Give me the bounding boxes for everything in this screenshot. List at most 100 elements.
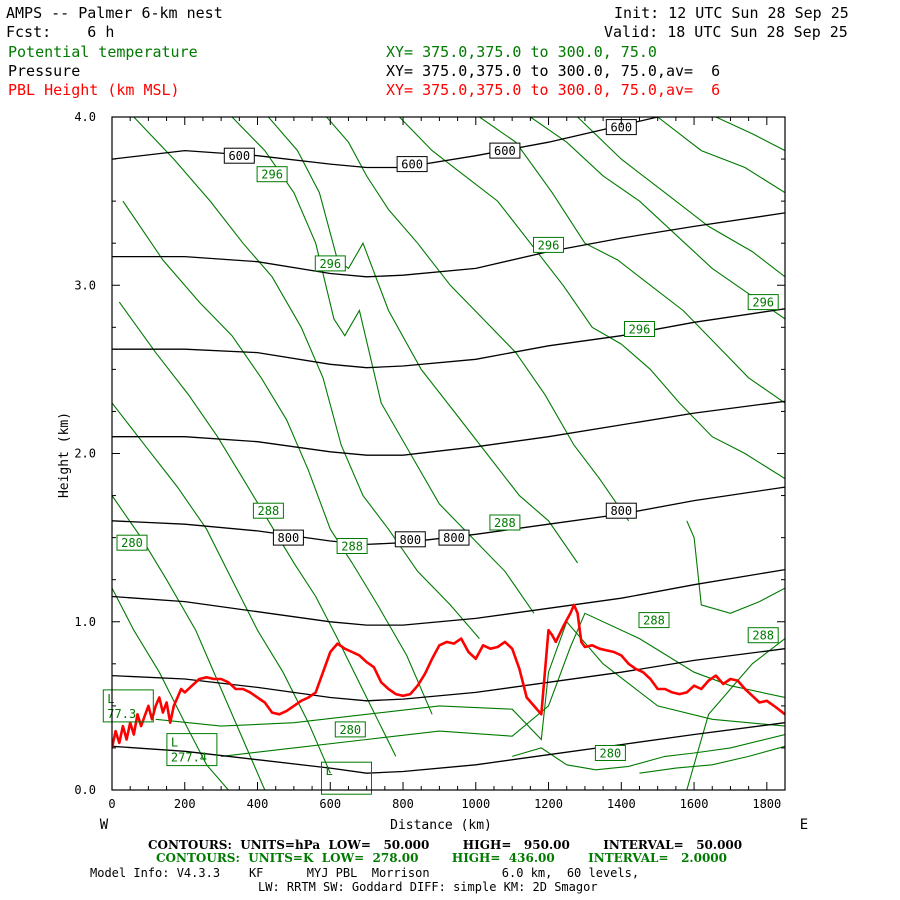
field-pbl-xy: XY= 375.0,375.0 to 300.0, 75.0,av= 6 bbox=[386, 81, 721, 99]
pbl-height-series bbox=[112, 603, 785, 749]
pressure-contour-650 bbox=[112, 212, 785, 278]
svg-text:600: 600 bbox=[401, 158, 423, 172]
theta-contour-3 bbox=[118, 301, 397, 757]
svg-text:288: 288 bbox=[643, 614, 665, 628]
theta-label-10: 280 bbox=[116, 534, 148, 551]
chart-title: AMPS -- Palmer 6-km nest bbox=[6, 4, 223, 22]
pressure-label-4: 800 bbox=[272, 529, 304, 546]
x-tick-label: 200 bbox=[174, 797, 196, 811]
x-tick-label: 1000 bbox=[461, 797, 490, 811]
low-letter: L bbox=[171, 736, 178, 750]
pressure-label-7: 800 bbox=[605, 502, 637, 519]
y-tick-label: 4.0 bbox=[74, 110, 96, 124]
y-tick-label: 0.0 bbox=[74, 783, 96, 797]
pressure-contour-900 bbox=[112, 648, 785, 702]
theta-contours bbox=[112, 117, 785, 790]
pressure-contour-850 bbox=[112, 568, 785, 626]
theta-contour-10 bbox=[479, 117, 785, 404]
valid-time: Valid: 18 UTC Sun 28 Sep 25 bbox=[604, 23, 848, 41]
east-label: E bbox=[800, 817, 808, 833]
y-tick-label: 3.0 bbox=[74, 278, 96, 292]
low-value: 277.4 bbox=[171, 751, 207, 765]
theta-contour-9 bbox=[399, 117, 785, 480]
svg-text:296: 296 bbox=[261, 168, 283, 182]
theta-contour-6 bbox=[231, 117, 535, 614]
x-tick-label: 1600 bbox=[680, 797, 709, 811]
axes: 0 200 400 600 800 1000 1200 1400 1600 1800 0.0 1.0 2… bbox=[74, 110, 786, 811]
x-tick-label: 400 bbox=[247, 797, 269, 811]
low-marker-0: L77.3 bbox=[102, 689, 154, 723]
x-tick-label: 0 bbox=[108, 797, 115, 811]
theta-contour-14 bbox=[715, 117, 785, 152]
theta-label-5: 288 bbox=[252, 502, 284, 519]
init-time: Init: 12 UTC Sun 28 Sep 25 bbox=[614, 4, 849, 22]
model-info-physics: LW: RRTM SW: Goddard DIFF: simple KM: 2D… bbox=[258, 880, 598, 894]
theta-label-2: 296 bbox=[533, 236, 564, 253]
theta-contour-13 bbox=[657, 117, 785, 194]
contour-labels: 600 600 600 600 800 800 800 800 296 296 296 296 296 2… bbox=[102, 119, 779, 795]
pressure-label-6: 800 bbox=[438, 529, 470, 546]
field-pressure-xy: XY= 375.0,375.0 to 300.0, 75.0,av= 6 bbox=[386, 62, 721, 80]
model-info: Model Info: V4.3.3 KF MYJ PBL Morrison 6… bbox=[90, 866, 640, 880]
theta-contour-5 bbox=[133, 117, 480, 639]
theta-contour-18 bbox=[639, 745, 785, 774]
svg-text:600: 600 bbox=[610, 121, 632, 135]
field-theta-name: Potential temperature bbox=[8, 43, 198, 61]
theta-contour-info: CONTOURS: UNITS=K LOW= 278.00 HIGH= 436.… bbox=[156, 851, 727, 865]
pressure-contour-950 bbox=[112, 722, 785, 774]
svg-text:296: 296 bbox=[319, 257, 341, 271]
pressure-contour-info: CONTOURS: UNITS=hPa LOW= 50.000 HIGH= 95… bbox=[148, 838, 743, 852]
pressure-label-2: 600 bbox=[489, 142, 521, 159]
theta-label-12: 280 bbox=[594, 745, 626, 761]
theta-label-0: 296 bbox=[256, 166, 288, 183]
low-letter: L bbox=[107, 692, 114, 706]
pressure-label-0: 600 bbox=[223, 147, 255, 164]
x-tick-label: 1400 bbox=[607, 797, 636, 811]
x-tick-label: 600 bbox=[319, 797, 341, 811]
theta-label-8: 288 bbox=[638, 612, 670, 629]
field-pbl-name: PBL Height (km MSL) bbox=[8, 81, 180, 99]
svg-text:288: 288 bbox=[494, 516, 516, 530]
plot-frame bbox=[111, 116, 786, 791]
theta-contour-20 bbox=[686, 520, 785, 614]
svg-text:296: 296 bbox=[752, 296, 774, 310]
svg-text:288: 288 bbox=[752, 629, 774, 643]
pressure-contour-600 bbox=[112, 117, 661, 169]
svg-text:800: 800 bbox=[399, 533, 421, 547]
theta-contour-12 bbox=[577, 117, 785, 278]
theta-contour-0 bbox=[112, 587, 229, 790]
theta-contour-17 bbox=[512, 733, 785, 771]
theta-contour-11 bbox=[530, 117, 785, 320]
svg-text:288: 288 bbox=[258, 504, 280, 518]
theta-contour-4 bbox=[122, 200, 433, 715]
field-theta-xy: XY= 375.0,375.0 to 300.0, 75.0 bbox=[386, 43, 657, 61]
svg-text:800: 800 bbox=[443, 531, 465, 545]
theta-label-7: 288 bbox=[489, 514, 521, 531]
x-tick-label: 1200 bbox=[534, 797, 563, 811]
svg-text:600: 600 bbox=[228, 149, 250, 163]
y-axis-label: Height (km) bbox=[57, 412, 72, 498]
theta-contour-2 bbox=[112, 402, 331, 774]
x-tick-label: 1800 bbox=[752, 797, 781, 811]
pressure-contour-750 bbox=[112, 400, 785, 456]
svg-text:296: 296 bbox=[538, 238, 560, 252]
svg-text:800: 800 bbox=[278, 531, 300, 545]
x-tick-label: 800 bbox=[392, 797, 414, 811]
theta-contour-19 bbox=[686, 638, 785, 790]
theta-contour-8 bbox=[326, 117, 630, 522]
low-value: 77.3 bbox=[107, 707, 136, 721]
y-tick-label: 1.0 bbox=[74, 615, 96, 629]
theta-label-1: 296 bbox=[314, 255, 346, 272]
pbl-height-line bbox=[112, 603, 785, 749]
theta-label-11: 280 bbox=[334, 721, 366, 738]
svg-text:800: 800 bbox=[610, 504, 632, 518]
west-label: W bbox=[100, 817, 109, 833]
theta-label-4: 296 bbox=[747, 294, 779, 311]
svg-text:280: 280 bbox=[339, 723, 361, 737]
x-axis-label: Distance (km) bbox=[390, 818, 492, 833]
y-tick-label: 2.0 bbox=[74, 447, 96, 461]
theta-label-6: 288 bbox=[336, 538, 368, 554]
svg-text:296: 296 bbox=[629, 323, 651, 337]
